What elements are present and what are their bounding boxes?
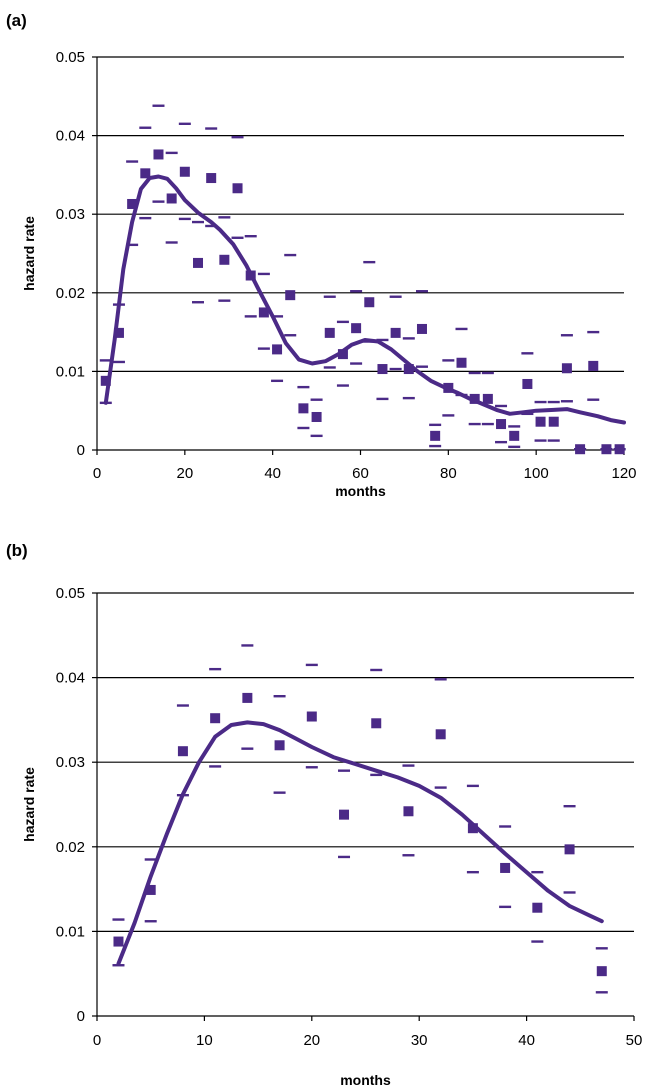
data-point xyxy=(522,378,533,389)
y-tick-label: 0.02 xyxy=(56,285,85,302)
data-point xyxy=(548,416,559,427)
data-point xyxy=(430,430,441,441)
data-point xyxy=(371,718,382,729)
data-point xyxy=(177,746,188,757)
y-tick-label: 0 xyxy=(77,1008,85,1025)
data-point xyxy=(596,966,607,977)
x-tick-label: 10 xyxy=(196,1032,213,1049)
x-tick-label: 40 xyxy=(518,1032,535,1049)
data-point xyxy=(179,166,190,177)
data-point xyxy=(564,844,575,855)
data-point xyxy=(532,902,543,913)
y-tick-label: 0 xyxy=(77,442,85,459)
data-point xyxy=(351,323,362,334)
data-point xyxy=(535,416,546,427)
x-tick-label: 40 xyxy=(264,465,281,482)
data-point xyxy=(390,327,401,338)
data-point xyxy=(127,198,138,209)
data-point xyxy=(193,257,204,268)
chart-panel-a: (a) 0 0.01 0.02 0.03 0.04 0.05 0 20 40 60 80 100 120 m… xyxy=(6,11,637,499)
data-point xyxy=(377,364,388,375)
data-point xyxy=(601,444,612,455)
data-point xyxy=(482,393,493,404)
data-point xyxy=(509,430,520,441)
data-point xyxy=(575,444,586,455)
y-tick-label: 0.05 xyxy=(56,585,85,602)
data-point xyxy=(272,344,283,355)
data-point xyxy=(232,183,243,194)
data-point xyxy=(614,444,625,455)
y-tick-label: 0.05 xyxy=(56,49,85,66)
x-tick-label: 120 xyxy=(611,465,636,482)
x-tick-label: 100 xyxy=(524,465,549,482)
panel-label: (a) xyxy=(6,11,27,30)
data-point xyxy=(166,193,177,204)
data-point xyxy=(242,692,253,703)
y-tick-label: 0.04 xyxy=(56,670,85,687)
data-point xyxy=(337,349,348,360)
y-axis-title: hazard rate xyxy=(21,767,37,842)
data-point xyxy=(561,363,572,374)
x-tick-label: 30 xyxy=(411,1032,428,1049)
data-point xyxy=(467,823,478,834)
chart-panel-b: (b) 0 0.01 0.02 0.03 0.04 0.05 0 10 20 30 40 50 month… xyxy=(6,541,642,1088)
x-tick-label: 0 xyxy=(93,465,101,482)
data-point xyxy=(456,357,467,368)
panel-label: (b) xyxy=(6,541,28,560)
x-tick-label: 60 xyxy=(352,465,369,482)
data-point xyxy=(113,327,124,338)
smoothed-hazard-curve xyxy=(103,174,626,425)
y-axis-title: hazard rate xyxy=(21,216,37,291)
data-point xyxy=(339,809,350,820)
data-point xyxy=(403,806,414,817)
x-tick-label: 20 xyxy=(303,1032,320,1049)
y-tick-label: 0.03 xyxy=(56,754,85,771)
x-tick-label: 50 xyxy=(626,1032,643,1049)
data-point xyxy=(145,884,156,895)
data-point xyxy=(100,375,111,386)
y-tick-label: 0.02 xyxy=(56,839,85,856)
x-axis-title: months xyxy=(340,1072,391,1088)
data-point xyxy=(206,173,217,184)
data-point xyxy=(311,411,322,422)
data-point xyxy=(219,254,230,265)
data-point xyxy=(588,360,599,371)
data-point xyxy=(298,403,309,414)
data-point xyxy=(403,364,414,375)
x-tick-label: 20 xyxy=(176,465,193,482)
data-point xyxy=(416,323,427,334)
data-point xyxy=(285,290,296,301)
data-point xyxy=(500,862,511,873)
y-tick-label: 0.01 xyxy=(56,923,85,940)
x-tick-label: 80 xyxy=(440,465,457,482)
x-tick-label: 0 xyxy=(93,1032,101,1049)
data-point xyxy=(153,149,164,160)
x-axis-title: months xyxy=(335,483,386,499)
data-point xyxy=(140,168,151,179)
data-point xyxy=(324,327,335,338)
data-point xyxy=(435,729,446,740)
data-point xyxy=(210,713,221,724)
data-point xyxy=(113,936,124,947)
data-point xyxy=(496,419,507,430)
data-point xyxy=(274,740,285,751)
data-point xyxy=(364,297,375,308)
y-tick-label: 0.01 xyxy=(56,363,85,380)
data-point xyxy=(306,711,317,722)
data-point xyxy=(258,307,269,318)
y-tick-label: 0.03 xyxy=(56,206,85,223)
smoothed-hazard-curve xyxy=(116,720,604,966)
y-tick-label: 0.04 xyxy=(56,128,85,145)
